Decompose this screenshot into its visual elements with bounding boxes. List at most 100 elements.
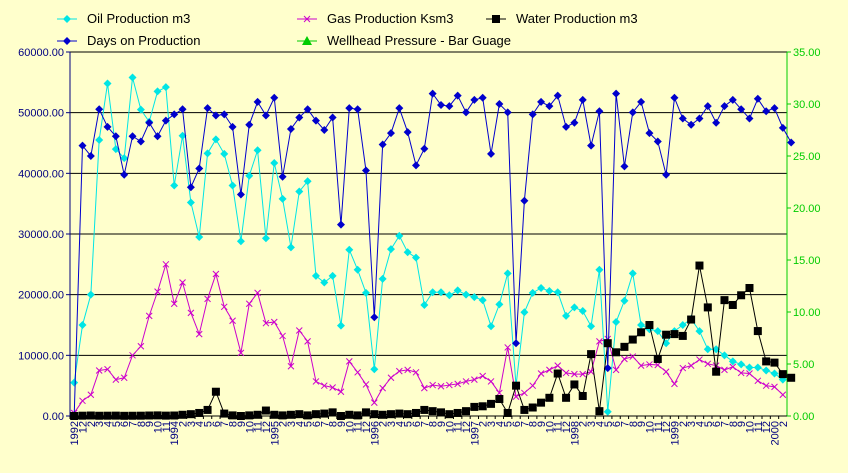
- data-point: [253, 146, 262, 155]
- data-point: [720, 296, 729, 305]
- data-point: [562, 369, 570, 377]
- data-point: [537, 398, 546, 407]
- x-tick-label: 7: [619, 421, 631, 427]
- data-point: [153, 132, 162, 141]
- data-point: [70, 412, 79, 420]
- x-tick-label: 12: [78, 421, 90, 433]
- legend-water-label: Water Production m3: [516, 11, 638, 26]
- data-point-stroke: [679, 364, 687, 372]
- data-point: [753, 94, 762, 103]
- data-point: [136, 105, 145, 114]
- data-point: [361, 288, 370, 297]
- data-point-stroke: [345, 358, 353, 365]
- data-point: [670, 330, 679, 339]
- data-point: [195, 233, 204, 242]
- data-point-stroke: [154, 288, 161, 295]
- data-point: [236, 237, 245, 246]
- data-point: [286, 124, 295, 133]
- data-point: [687, 120, 696, 129]
- data-point-stroke: [137, 342, 145, 350]
- data-point: [687, 362, 695, 370]
- data-point: [320, 409, 329, 418]
- data-point-stroke: [637, 362, 645, 370]
- data-point: [737, 369, 745, 377]
- data-point: [678, 321, 687, 329]
- legend-pressure-label: Wellhead Pressure - Bar Guage: [327, 33, 512, 48]
- data-point-stroke: [337, 388, 345, 396]
- data-point: [187, 309, 195, 317]
- data-point: [270, 159, 279, 168]
- x-tick-label: 2: [178, 421, 190, 427]
- legend-gas-label: Gas Production Ksm3: [327, 11, 454, 26]
- x-tick-label: 10: [544, 421, 556, 433]
- data-point: [337, 388, 345, 396]
- data-point-stroke: [629, 353, 637, 360]
- x-tick-label: 5: [111, 421, 123, 427]
- data-point: [504, 344, 512, 351]
- data-point: [95, 367, 103, 374]
- x-tick-label: 8: [136, 421, 148, 427]
- data-point: [120, 170, 129, 179]
- data-point: [286, 243, 295, 252]
- data-point: [170, 411, 179, 420]
- data-point: [778, 370, 787, 379]
- data-point: [103, 411, 112, 420]
- data-point: [637, 321, 646, 329]
- x-tick-label: 7: [719, 421, 731, 427]
- data-point-stroke: [87, 391, 95, 399]
- data-point: [295, 410, 304, 419]
- data-point: [220, 409, 229, 418]
- series-line: [74, 265, 792, 417]
- data-point-stroke: [496, 389, 503, 397]
- data-point: [420, 405, 429, 414]
- x-tick-label: 1995: [269, 421, 281, 445]
- series-line: [73, 264, 784, 414]
- data-point: [587, 350, 596, 359]
- data-point: [411, 408, 420, 417]
- data-point: [295, 113, 304, 122]
- x-tick-label: 3: [586, 421, 598, 427]
- data-point: [286, 410, 295, 419]
- x-tick-label: 5: [703, 421, 715, 427]
- data-point: [336, 220, 345, 229]
- data-point: [87, 391, 95, 399]
- data-point: [195, 330, 203, 338]
- data-point: [662, 170, 671, 179]
- data-point: [411, 161, 420, 170]
- data-point: [745, 363, 754, 372]
- data-point: [70, 378, 79, 387]
- data-point: [612, 366, 620, 374]
- data-point: [696, 356, 703, 363]
- data-point: [179, 279, 186, 286]
- x-tick-label: 1999: [669, 421, 681, 445]
- data-point: [261, 234, 270, 243]
- data-point-stroke: [379, 384, 386, 392]
- data-point: [395, 104, 404, 113]
- data-point: [320, 382, 328, 390]
- data-point: [470, 293, 479, 302]
- data-point: [645, 129, 654, 138]
- data-point: [320, 126, 329, 134]
- x-tick-label: 11: [253, 421, 265, 432]
- data-point-stroke: [270, 318, 278, 326]
- data-point: [345, 410, 354, 419]
- data-point: [420, 384, 428, 392]
- data-point: [378, 410, 387, 419]
- data-point: [386, 129, 395, 138]
- x-tick-label: 8: [628, 421, 640, 427]
- data-point: [762, 107, 771, 116]
- data-point: [570, 303, 579, 312]
- data-point: [637, 328, 646, 337]
- data-point-stroke: [571, 370, 578, 378]
- data-point: [737, 360, 746, 369]
- data-point: [628, 108, 637, 117]
- data-point: [361, 166, 370, 175]
- data-point: [503, 269, 512, 278]
- data-point-stroke: [104, 365, 111, 373]
- data-point: [278, 172, 287, 181]
- data-point: [437, 382, 445, 390]
- data-point: [487, 322, 496, 331]
- data-point: [653, 354, 662, 363]
- x-tick-label: 12: [361, 421, 373, 433]
- legend-days-label: Days on Production: [87, 33, 201, 48]
